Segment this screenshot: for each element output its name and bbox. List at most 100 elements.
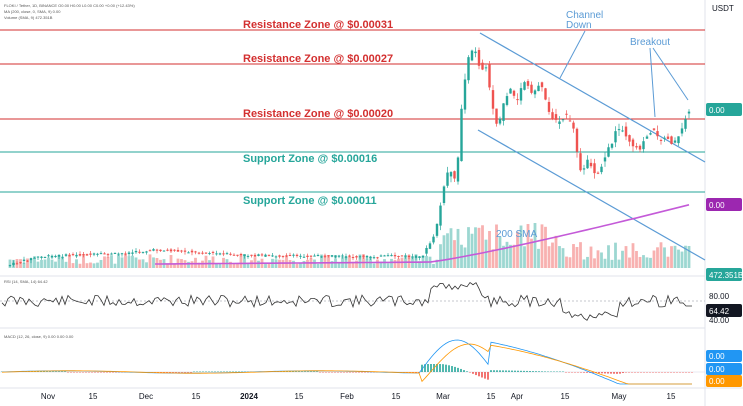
macd-histogram-bar: [502, 370, 504, 372]
volume-bar: [330, 261, 334, 268]
macd-histogram-bar: [682, 372, 684, 373]
volume-bar: [663, 247, 666, 268]
macd-histogram-bar: [601, 372, 603, 374]
volume-bar: [481, 225, 484, 268]
macd-histogram-bar: [475, 372, 477, 376]
volume-bar: [474, 227, 477, 268]
volume-bar: [414, 254, 418, 268]
volume-bar: [243, 254, 246, 268]
volume-bar: [232, 263, 236, 268]
volume-bar: [316, 263, 320, 268]
volume-bar: [250, 260, 253, 268]
breakout-annotation: Breakout: [630, 37, 670, 48]
candle-body: [512, 90, 516, 96]
candle-body: [407, 255, 411, 257]
candle-body: [617, 129, 621, 131]
candle-body: [449, 172, 453, 177]
macd-badge: [706, 350, 742, 362]
volume-bar: [505, 241, 509, 268]
candle-body: [281, 255, 285, 257]
candle-body: [495, 108, 498, 124]
macd-histogram-bar: [493, 370, 495, 372]
time-axis-tick: 15: [295, 392, 304, 401]
macd-histogram-bar: [226, 371, 228, 372]
candle-body: [572, 122, 575, 129]
candle-body: [603, 157, 607, 162]
candle-body: [169, 249, 173, 252]
candle-body: [400, 255, 404, 257]
candle-body: [85, 254, 89, 256]
candle-body: [568, 120, 572, 122]
volume-bar: [390, 258, 393, 268]
time-axis-tick: Mar: [436, 392, 450, 401]
macd-histogram-bar: [199, 371, 201, 372]
macd-histogram-bar: [544, 371, 546, 372]
candle-body: [117, 253, 120, 255]
macd-histogram-bar: [457, 367, 459, 372]
candle-body: [313, 255, 316, 257]
macd-histogram-bar: [346, 372, 348, 373]
price-badge-label: 0.00: [709, 106, 725, 115]
macd-badge-label: 0.00: [709, 365, 725, 374]
channel-annotation-line2: Down: [566, 20, 592, 31]
volume-bar: [47, 257, 50, 268]
volume-bar: [218, 263, 222, 268]
candle-body: [358, 256, 362, 258]
volume-bar: [512, 244, 516, 268]
volume-bar: [169, 254, 173, 268]
macd-histogram-bar: [652, 372, 654, 373]
volume-bar: [78, 263, 82, 268]
price-badge: [706, 198, 742, 211]
time-axis-tick: 15: [487, 392, 496, 401]
candle-body: [33, 257, 36, 259]
volume-bar: [659, 242, 663, 268]
time-axis[interactable]: Nov 15 Dec 15 2024 15 Feb 15 Mar 15 Apr 15 May 15: [41, 392, 676, 401]
volume-bar: [547, 246, 551, 268]
volume-bar: [71, 263, 75, 268]
volume-bar: [8, 259, 12, 268]
candle-body: [600, 166, 603, 173]
volume-bar: [670, 246, 673, 268]
macd-histogram-bar: [637, 372, 639, 373]
macd-histogram-bar: [484, 372, 486, 379]
macd-histogram-bar: [244, 371, 246, 372]
candle-body: [551, 112, 554, 120]
candle-body: [246, 255, 250, 257]
candle-body: [204, 252, 208, 254]
candle-body: [211, 251, 215, 253]
candle-body: [127, 252, 131, 255]
candle-body: [309, 255, 313, 257]
volume-bar: [600, 252, 603, 268]
volume-bar: [302, 260, 306, 268]
volume-bar: [519, 225, 523, 268]
candle-body: [393, 255, 397, 257]
macd-histogram-bar: [619, 372, 621, 374]
macd-histogram-bar: [649, 372, 651, 373]
candle-body: [631, 139, 635, 147]
macd-histogram-bar: [496, 370, 498, 372]
volume-bar: [572, 244, 575, 268]
candle-body: [236, 254, 239, 256]
volume-bar: [29, 259, 33, 268]
volume-bar: [544, 226, 547, 268]
volume-bar: [376, 259, 379, 268]
candle-body: [187, 252, 190, 254]
macd-histogram-bar: [334, 372, 336, 373]
macd-histogram-bar: [208, 371, 210, 372]
volume-bar: [295, 263, 299, 268]
candle-body: [642, 141, 645, 150]
rsi-label: RSI (14, SMA, 14) 64.42: [4, 279, 48, 284]
candle-body: [428, 243, 432, 249]
macd-histogram-bar: [178, 372, 180, 373]
candle-body: [547, 101, 551, 112]
macd-histogram-bar: [355, 372, 357, 373]
volume-bar: [131, 255, 134, 268]
macd-histogram-bar: [415, 372, 417, 373]
volume-bar: [383, 259, 386, 268]
candle-body: [404, 255, 407, 257]
zone-label-support: Support Zone @ $0.00011: [243, 195, 377, 207]
candle-body: [362, 255, 365, 257]
volume-bar: [579, 242, 582, 268]
